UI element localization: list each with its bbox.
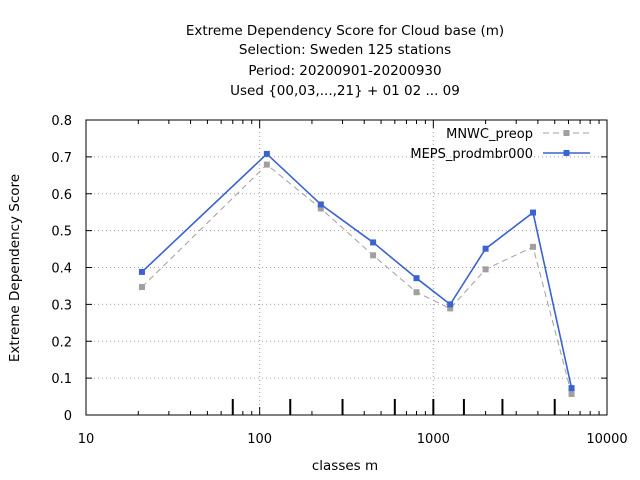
chart-title-line-4: Used {00,03,...,21} + 01 02 ... 09 [230, 83, 460, 99]
x-tick-label: 100 [247, 432, 272, 447]
y-tick-label: 0.5 [51, 225, 72, 240]
x-tick-label: 10000 [586, 432, 627, 447]
y-tick-label: 0.1 [51, 372, 72, 387]
y-tick-label: 0 [64, 409, 72, 424]
threshold-marks [231, 399, 556, 415]
x-tick-label: 10 [78, 432, 95, 447]
legend: MNWC_preop MEPS_prodmbr000 [410, 127, 590, 162]
chart-title-line-3: Period: 20200901-20200930 [248, 63, 441, 79]
series-line-1 [141, 152, 573, 389]
series-point-0 [413, 289, 420, 296]
axes: 0 0.1 0.2 0.3 0.4 0.5 0.6 0.7 0.8 10 100 1000 10000 [51, 114, 627, 447]
series-point-1 [447, 301, 454, 308]
legend-label-meps-prodmbr000: MEPS_prodmbr000 [410, 147, 533, 162]
chart-title-line-1: Extreme Dependency Score for Cloud base … [186, 23, 504, 39]
y-tick-label: 0.2 [51, 335, 72, 350]
series-point-1 [370, 239, 377, 246]
series-point-1 [263, 150, 270, 157]
series-point-0 [530, 243, 537, 250]
x-tick-label: 1000 [417, 432, 450, 447]
y-axis-label: Extreme Dependency Score [7, 174, 23, 362]
y-tick-label: 0.8 [51, 114, 72, 129]
series-point-0 [568, 390, 575, 397]
series-point-1 [413, 275, 420, 282]
legend-sample-point-0 [563, 130, 570, 136]
y-tick-label: 0.4 [51, 262, 72, 277]
legend-label-mnwc-preop: MNWC_preop [446, 127, 533, 142]
series-point-1 [482, 245, 489, 252]
legend-sample-point-1 [563, 150, 570, 156]
series-point-0 [138, 284, 145, 291]
series-point-0 [317, 205, 324, 212]
series-point-1 [317, 201, 324, 208]
chart-title-line-2: Selection: Sweden 125 stations [239, 42, 451, 58]
y-tick-label: 0.3 [51, 298, 72, 313]
series-point-1 [138, 268, 145, 275]
series-point-0 [263, 161, 270, 168]
y-tick-label: 0.7 [51, 151, 72, 166]
plot-border [85, 119, 608, 416]
grid [86, 120, 607, 415]
series [138, 150, 575, 397]
series-line-0 [141, 163, 573, 395]
series-point-1 [568, 385, 575, 392]
x-axis-label: classes m [312, 458, 378, 474]
series-point-0 [447, 305, 454, 312]
series-point-1 [530, 209, 537, 216]
series-point-0 [370, 252, 377, 259]
y-tick-label: 0.6 [51, 188, 72, 203]
series-point-0 [482, 266, 489, 273]
